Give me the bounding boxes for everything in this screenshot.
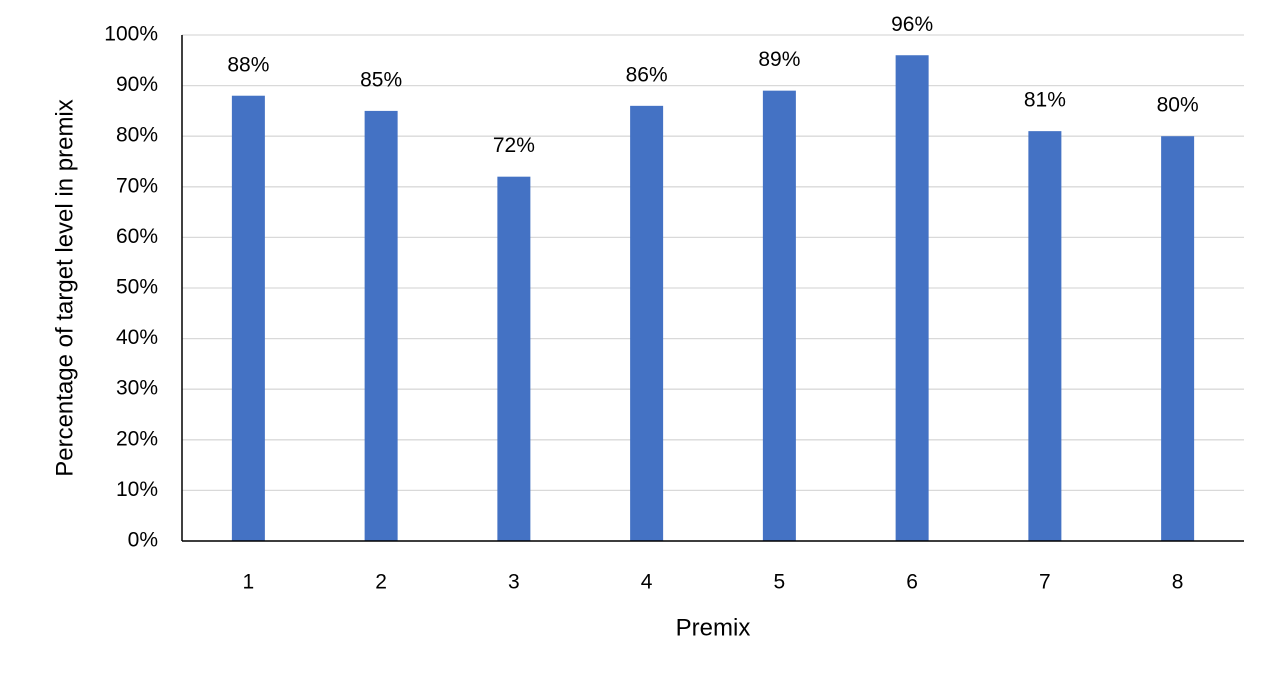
value-label: 80% bbox=[1157, 94, 1199, 117]
value-label: 85% bbox=[360, 68, 402, 91]
y-tick-label: 60% bbox=[116, 225, 158, 248]
value-label: 89% bbox=[758, 48, 800, 71]
x-tick-label: 4 bbox=[641, 571, 653, 594]
value-label: 81% bbox=[1024, 89, 1066, 112]
value-label: 88% bbox=[227, 53, 269, 76]
y-tick-label: 80% bbox=[116, 124, 158, 147]
bar bbox=[630, 105, 664, 541]
bar bbox=[364, 110, 398, 542]
x-tick-label: 1 bbox=[243, 571, 255, 594]
y-axis-title: Percentage of target level in premix bbox=[51, 99, 78, 477]
x-tick-label: 3 bbox=[508, 571, 520, 594]
x-tick-label: 8 bbox=[1172, 571, 1184, 594]
value-label: 96% bbox=[891, 13, 933, 36]
y-tick-label: 40% bbox=[116, 326, 158, 349]
bar bbox=[497, 176, 531, 541]
bar bbox=[895, 55, 929, 542]
value-label: 86% bbox=[626, 63, 668, 86]
y-tick-label: 90% bbox=[116, 73, 158, 96]
bar bbox=[1028, 131, 1062, 541]
x-tick-label: 2 bbox=[375, 571, 387, 594]
y-tick-label: 70% bbox=[116, 174, 158, 197]
x-tick-label: 7 bbox=[1039, 571, 1051, 594]
y-tick-label: 100% bbox=[104, 23, 158, 46]
y-tick-label: 30% bbox=[116, 377, 158, 400]
x-axis-title: Premix bbox=[676, 614, 751, 641]
bar bbox=[762, 90, 796, 541]
value-label: 72% bbox=[493, 134, 535, 157]
y-tick-label: 20% bbox=[116, 427, 158, 450]
bar bbox=[231, 95, 265, 541]
bar bbox=[1161, 136, 1195, 541]
x-tick-label: 5 bbox=[774, 571, 786, 594]
x-tick-label: 6 bbox=[906, 571, 918, 594]
y-tick-label: 0% bbox=[128, 529, 158, 552]
y-tick-label: 50% bbox=[116, 276, 158, 299]
y-tick-label: 10% bbox=[116, 478, 158, 501]
